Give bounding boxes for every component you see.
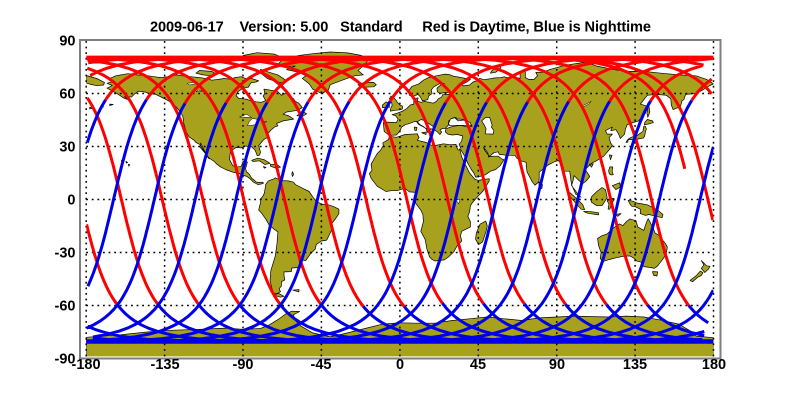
svg-text:-60: -60 [55, 299, 76, 315]
svg-text:2009-06-17 Version: 5.00: 2009-06-17 Version: 5.00 Standard Red is… [150, 20, 651, 36]
svg-text:-135: -135 [150, 357, 179, 373]
svg-text:45: 45 [470, 357, 486, 373]
svg-text:60: 60 [59, 87, 75, 103]
svg-text:0: 0 [396, 357, 404, 373]
svg-text:-90: -90 [233, 357, 254, 373]
svg-text:135: 135 [623, 357, 647, 373]
svg-text:180: 180 [702, 357, 726, 373]
svg-text:-45: -45 [311, 357, 332, 373]
svg-text:0: 0 [67, 193, 75, 209]
svg-text:-90: -90 [55, 352, 76, 368]
svg-text:90: 90 [59, 34, 75, 50]
svg-text:30: 30 [59, 140, 75, 156]
svg-text:90: 90 [549, 357, 565, 373]
svg-text:-30: -30 [55, 246, 76, 262]
svg-text:-180: -180 [71, 357, 100, 373]
